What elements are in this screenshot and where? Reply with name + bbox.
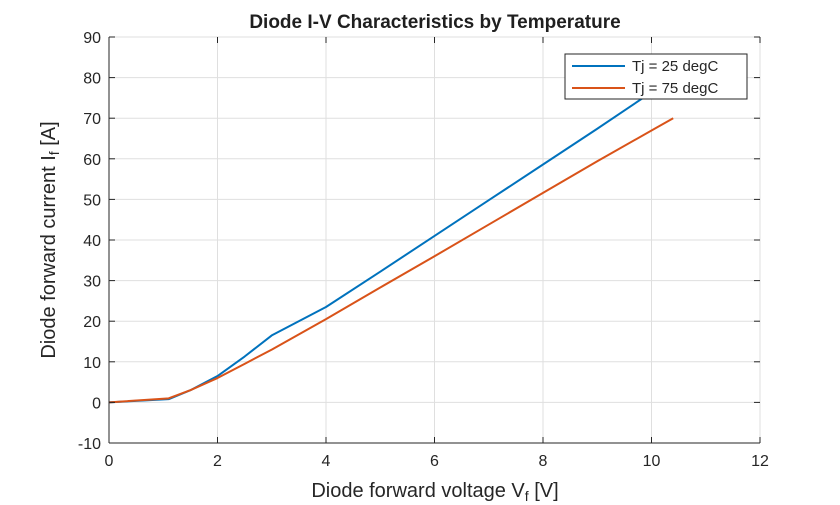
x-axis-title: Diode forward voltage Vf [V]: [311, 480, 558, 504]
y-tick-label: 60: [83, 152, 101, 169]
x-tick-label: 4: [322, 453, 331, 470]
legend-label-tj75: Tj = 75 degC: [632, 80, 718, 97]
legend: Tj = 25 degC Tj = 75 degC: [564, 53, 748, 100]
series-lines: [108, 95, 674, 404]
y-axis-title: Diode forward current If [A]: [38, 121, 62, 358]
x-tick-label: 10: [643, 453, 661, 470]
x-tick-label: 12: [751, 453, 769, 470]
x-tick-label: 2: [213, 453, 222, 470]
y-tick-label: 10: [83, 355, 101, 372]
y-tick-label: 50: [83, 192, 101, 209]
x-tick-label: 8: [539, 453, 548, 470]
x-tick-label: 0: [105, 453, 114, 470]
y-tick-label: 90: [83, 30, 101, 47]
legend-box: [564, 53, 748, 100]
x-tick-label: 6: [430, 453, 439, 470]
y-tick-label: 20: [83, 314, 101, 331]
chart-title: Diode I-V Characteristics by Temperature: [249, 12, 620, 33]
y-tick-label: 30: [83, 274, 101, 291]
y-tick-label: 80: [83, 71, 101, 88]
y-tick-label: -10: [78, 436, 101, 453]
legend-label-tj25: Tj = 25 degC: [632, 58, 718, 75]
y-tick-label: 40: [83, 233, 101, 250]
y-tick-label: 70: [83, 111, 101, 128]
y-tick-label: 0: [92, 395, 101, 412]
axes: [108, 36, 761, 444]
series-line-1: [108, 117, 674, 404]
